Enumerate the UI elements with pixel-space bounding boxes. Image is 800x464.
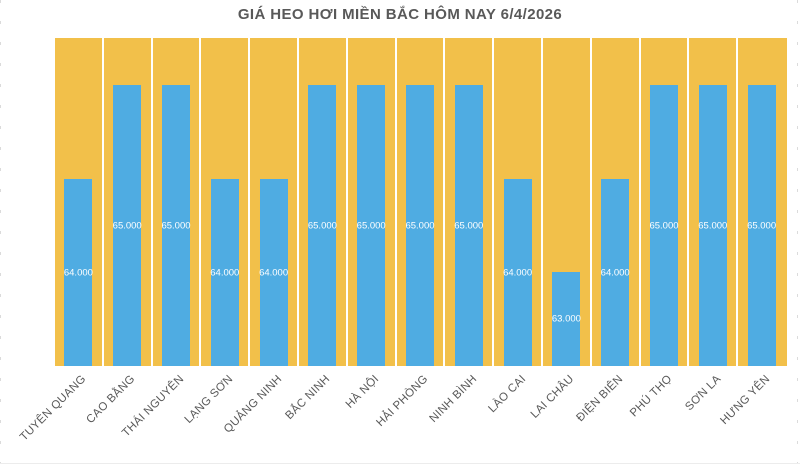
bar-value-label: 63.000 xyxy=(551,313,581,325)
bar-value-label: 65.000 xyxy=(698,220,728,231)
bar: 65.000 xyxy=(405,85,435,366)
chart-title: GIÁ HEO HƠI MIỀN BẮC HÔM NAY 6/4/2026 xyxy=(237,6,563,23)
bar-value-label: 64.000 xyxy=(503,267,533,278)
bar-value-label: 64.000 xyxy=(259,267,289,278)
bar: 64.000 xyxy=(63,179,93,366)
bar-value-label: 65.000 xyxy=(649,220,679,231)
bar-value-label: 64.000 xyxy=(600,267,630,278)
sheet-gridline-right-edge xyxy=(797,0,798,464)
bar-value-label: 65.000 xyxy=(112,220,142,231)
bar: 65.000 xyxy=(161,85,191,366)
bar: 63.000 xyxy=(551,272,581,366)
bar: 65.000 xyxy=(747,85,777,366)
bar: 64.000 xyxy=(259,179,289,366)
bar-value-label: 65.000 xyxy=(454,220,484,231)
bar-value-label: 64.000 xyxy=(210,267,240,278)
bar-value-label: 64.000 xyxy=(63,267,93,278)
bar: 64.000 xyxy=(503,179,533,366)
bar-value-label: 65.000 xyxy=(307,220,337,231)
bar: 65.000 xyxy=(698,85,728,366)
x-axis-label: TUYÊN QUANG xyxy=(18,373,89,444)
bar-value-label: 65.000 xyxy=(161,220,191,231)
bar: 65.000 xyxy=(454,85,484,366)
bar-value-label: 65.000 xyxy=(356,220,386,231)
bar: 65.000 xyxy=(307,85,337,366)
sheet-gridline-left-edge xyxy=(0,0,1,464)
bar: 65.000 xyxy=(649,85,679,366)
bar: 65.000 xyxy=(356,85,386,366)
bar: 64.000 xyxy=(210,179,240,366)
bar-value-label: 65.000 xyxy=(405,220,435,231)
plot-area: 64.000 65.000 65.000 64.000 64.000 65.000 65.0… xyxy=(55,38,787,366)
bar: 64.000 xyxy=(600,179,630,366)
bar-value-label: 65.000 xyxy=(747,220,777,231)
bar: 65.000 xyxy=(112,85,142,366)
